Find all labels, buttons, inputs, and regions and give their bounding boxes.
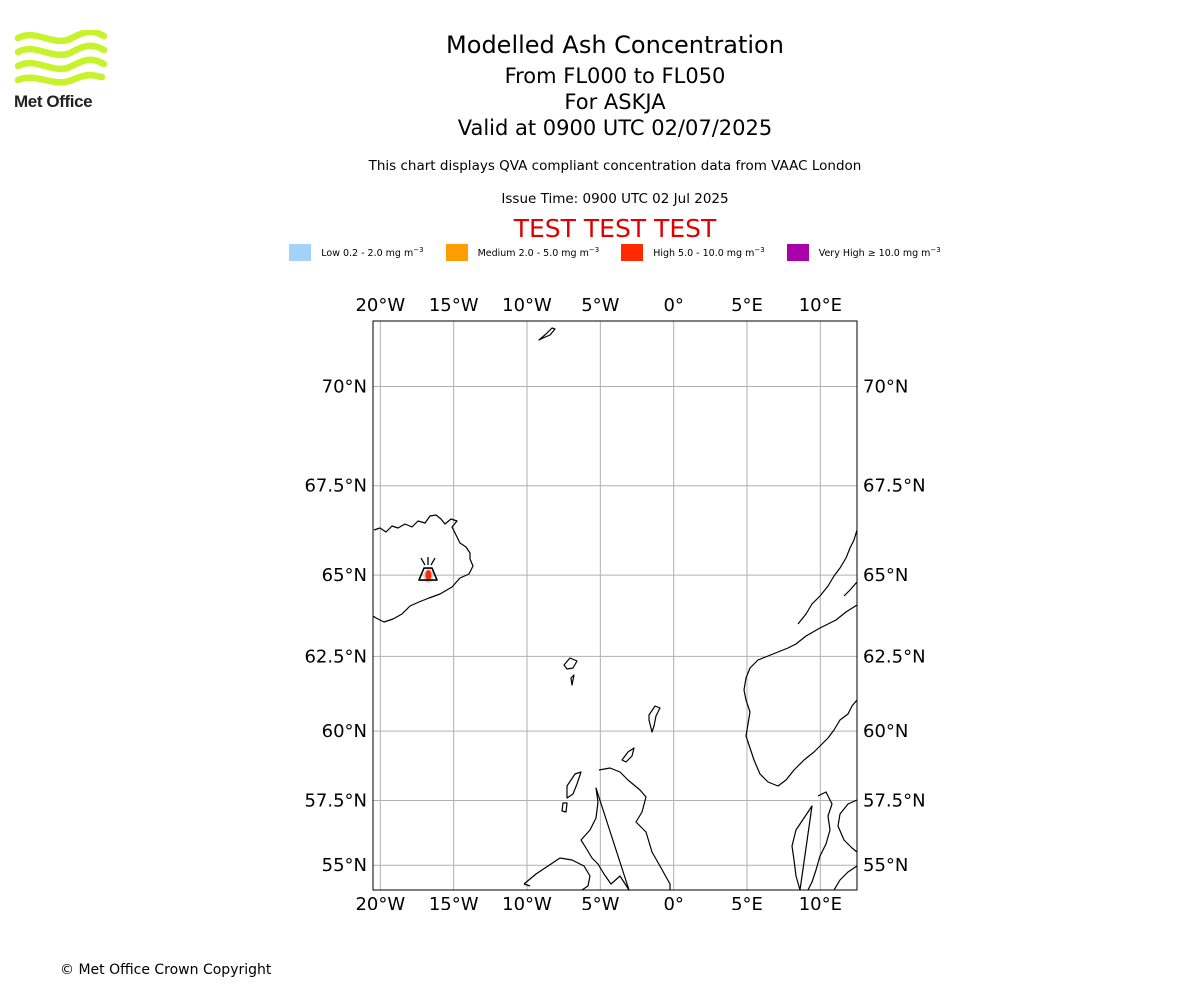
lat-tick-left-62.5-n: 62.5°N <box>304 646 367 667</box>
legend-swatch-very-high <box>786 244 809 261</box>
coastline-denmark <box>791 791 833 891</box>
coastline-hebrides <box>561 771 582 813</box>
coastline-ireland-west <box>523 883 531 887</box>
chart-description: This chart displays QVA compliant concen… <box>368 158 862 174</box>
issue-time: Issue Time: 0900 UTC 02 Jul 2025 <box>501 191 729 207</box>
legend-swatch-low <box>289 244 312 261</box>
legend-label-low: Low 0.2 - 2.0 mg m−3 <box>321 245 424 260</box>
legend-swatch-medium <box>445 244 468 261</box>
lon-tick-bottom-10-w: 10°W <box>502 894 552 910</box>
coastline-shetland <box>648 705 661 733</box>
coastline-jan-mayen <box>538 327 556 341</box>
ash-patch-high <box>425 570 432 581</box>
lon-tick-bottom-0: 0° <box>663 894 683 910</box>
legend-item-medium: Medium 2.0 - 5.0 mg m−3 <box>445 244 600 261</box>
lat-tick-right-65-n: 65°N <box>863 565 908 586</box>
copyright-notice: © Met Office Crown Copyright <box>60 962 272 978</box>
coastline-iceland <box>372 514 474 623</box>
lat-tick-right-60-n: 60°N <box>863 721 908 742</box>
met-office-waves-icon <box>14 28 108 86</box>
lon-tick-top-10-w: 10°W <box>502 295 552 316</box>
ash-concentration-map: 20°W 20°W 15°W 15°W 10°W 10°W 5°W 5°W 0° 0° 5°E 5°E… <box>304 295 925 910</box>
lat-tick-left-67.5-n: 67.5°N <box>304 476 367 497</box>
coastlines <box>372 327 858 891</box>
volcano-name: For ASKJA <box>564 90 666 114</box>
brand-name: Met Office <box>14 92 93 111</box>
lon-tick-top-10-e: 10°E <box>799 295 842 316</box>
coastline-orkney <box>621 747 635 763</box>
lat-tick-left-70-n: 70°N <box>322 376 367 397</box>
coastline-norway <box>743 604 858 787</box>
lon-tick-bottom-20-w: 20°W <box>355 894 405 910</box>
lat-tick-left-65-n: 65°N <box>322 565 367 586</box>
legend-item-very-high: Very High ≥ 10.0 mg m−3 <box>786 244 941 261</box>
lat-tick-right-55-n: 55°N <box>863 855 908 876</box>
coastline-sweden <box>833 799 858 891</box>
legend-label-very-high: Very High ≥ 10.0 mg m−3 <box>818 245 941 260</box>
lon-tick-bottom-10-e: 10°E <box>799 894 842 910</box>
legend-item-high: High 5.0 - 10.0 mg m−3 <box>621 244 765 261</box>
coastline-scotland <box>580 767 671 891</box>
concentration-legend: Low 0.2 - 2.0 mg m−3 Medium 2.0 - 5.0 mg… <box>0 244 1200 261</box>
coastline-norway-north <box>797 529 858 625</box>
legend-label-medium: Medium 2.0 - 5.0 mg m−3 <box>477 245 600 260</box>
axis-tick-labels: 20°W 20°W 15°W 15°W 10°W 10°W 5°W 5°W 0° 0° 5°E 5°E… <box>304 295 925 910</box>
test-banner: TEST TEST TEST <box>513 214 717 243</box>
coastline-faroe <box>563 657 578 686</box>
lat-tick-right-70-n: 70°N <box>863 376 908 397</box>
lon-tick-top-15-w: 15°W <box>429 295 479 316</box>
flight-level-range: From FL000 to FL050 <box>504 64 726 88</box>
lon-tick-top-5-w: 5°W <box>581 295 619 316</box>
chart-title: Modelled Ash Concentration <box>446 31 784 59</box>
lon-tick-bottom-5-e: 5°E <box>731 894 763 910</box>
lon-tick-top-5-e: 5°E <box>731 295 763 316</box>
legend-item-low: Low 0.2 - 2.0 mg m−3 <box>289 244 424 261</box>
lat-tick-right-62.5-n: 62.5°N <box>863 646 926 667</box>
coastline-ireland <box>523 857 591 891</box>
valid-time: Valid at 0900 UTC 02/07/2025 <box>457 116 773 140</box>
lat-tick-left-55-n: 55°N <box>322 855 367 876</box>
lon-tick-top-0: 0° <box>663 295 683 316</box>
lat-tick-left-57.5-n: 57.5°N <box>304 791 367 812</box>
volcano-marker <box>418 557 438 584</box>
lon-tick-bottom-5-w: 5°W <box>581 894 619 910</box>
volcano-icon <box>418 557 438 581</box>
lat-tick-right-57.5-n: 57.5°N <box>863 791 926 812</box>
graticule <box>373 321 857 890</box>
legend-swatch-high <box>621 244 644 261</box>
legend-label-high: High 5.0 - 10.0 mg m−3 <box>653 245 765 260</box>
lon-tick-bottom-15-w: 15°W <box>429 894 479 910</box>
lon-tick-top-20-w: 20°W <box>355 295 405 316</box>
met-office-logo: Met Office <box>14 28 108 112</box>
lat-tick-left-60-n: 60°N <box>322 721 367 742</box>
lat-tick-right-67.5-n: 67.5°N <box>863 476 926 497</box>
map-frame <box>372 320 858 891</box>
